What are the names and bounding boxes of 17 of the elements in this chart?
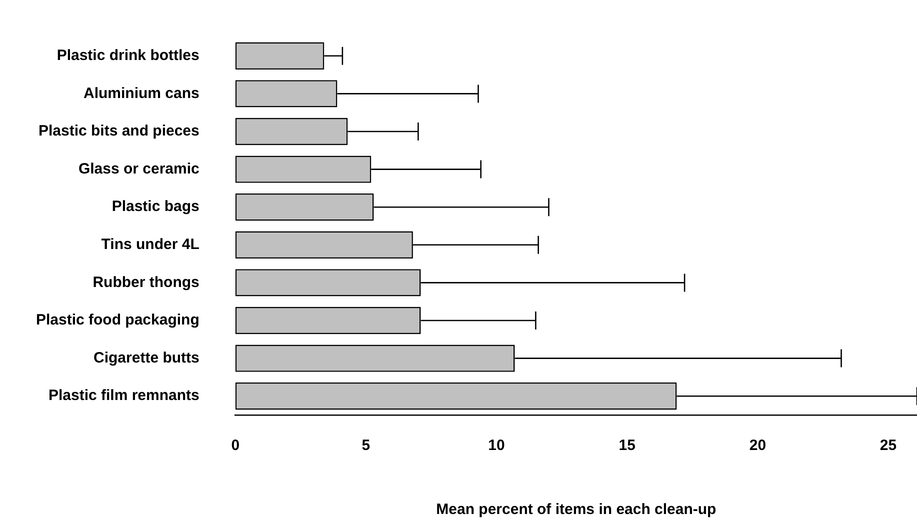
y-tick-label: Plastic drink bottles (56, 47, 200, 64)
x-tick-label: 0 (231, 437, 240, 454)
y-tick-label: Plastic film remnants (48, 387, 200, 404)
x-tick-label: 20 (749, 437, 766, 454)
y-tick-label: Aluminium cans (84, 84, 200, 102)
x-tick-label: 10 (488, 437, 505, 454)
x-tick-label: 5 (362, 437, 370, 454)
y-tick-label: Glass or ceramic (78, 160, 200, 178)
x-axis-title: Mean percent of items in each clean-up (436, 501, 716, 518)
y-tick-label: Cigarette butts (94, 349, 200, 366)
y-tick-label: Plastic bits and pieces (38, 122, 200, 140)
x-tick-label: 15 (618, 437, 636, 454)
y-tick-label: Plastic food packaging (36, 312, 200, 329)
y-tick-label: Plastic bags (112, 198, 200, 216)
x-tick-label: 25 (880, 437, 897, 454)
y-tick-label: Tins under 4L (101, 236, 200, 254)
y-tick-label: Rubber thongs (92, 274, 200, 291)
